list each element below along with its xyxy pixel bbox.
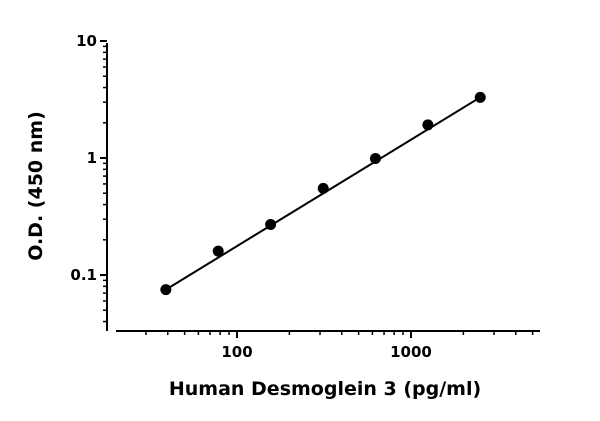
data-point [212, 245, 224, 257]
x-axis-title: Human Desmoglein 3 (pg/ml) [169, 378, 481, 400]
axes: 0.1 1 10 100 1000 [70, 32, 540, 361]
data-point [265, 219, 277, 231]
data-point [474, 91, 486, 103]
data-point [317, 182, 329, 194]
data-point [369, 153, 381, 165]
y-tick-label: 0.1 [70, 266, 97, 284]
y-tick-label: 1 [87, 149, 97, 167]
y-axis-title: O.D. (450 nm) [25, 111, 47, 261]
x-tick-label: 100 [221, 343, 252, 361]
x-tick-label: 1000 [390, 343, 432, 361]
data-point [160, 284, 172, 296]
y-tick-label: 10 [76, 32, 97, 50]
data-point [422, 119, 434, 131]
data-points [160, 91, 486, 296]
